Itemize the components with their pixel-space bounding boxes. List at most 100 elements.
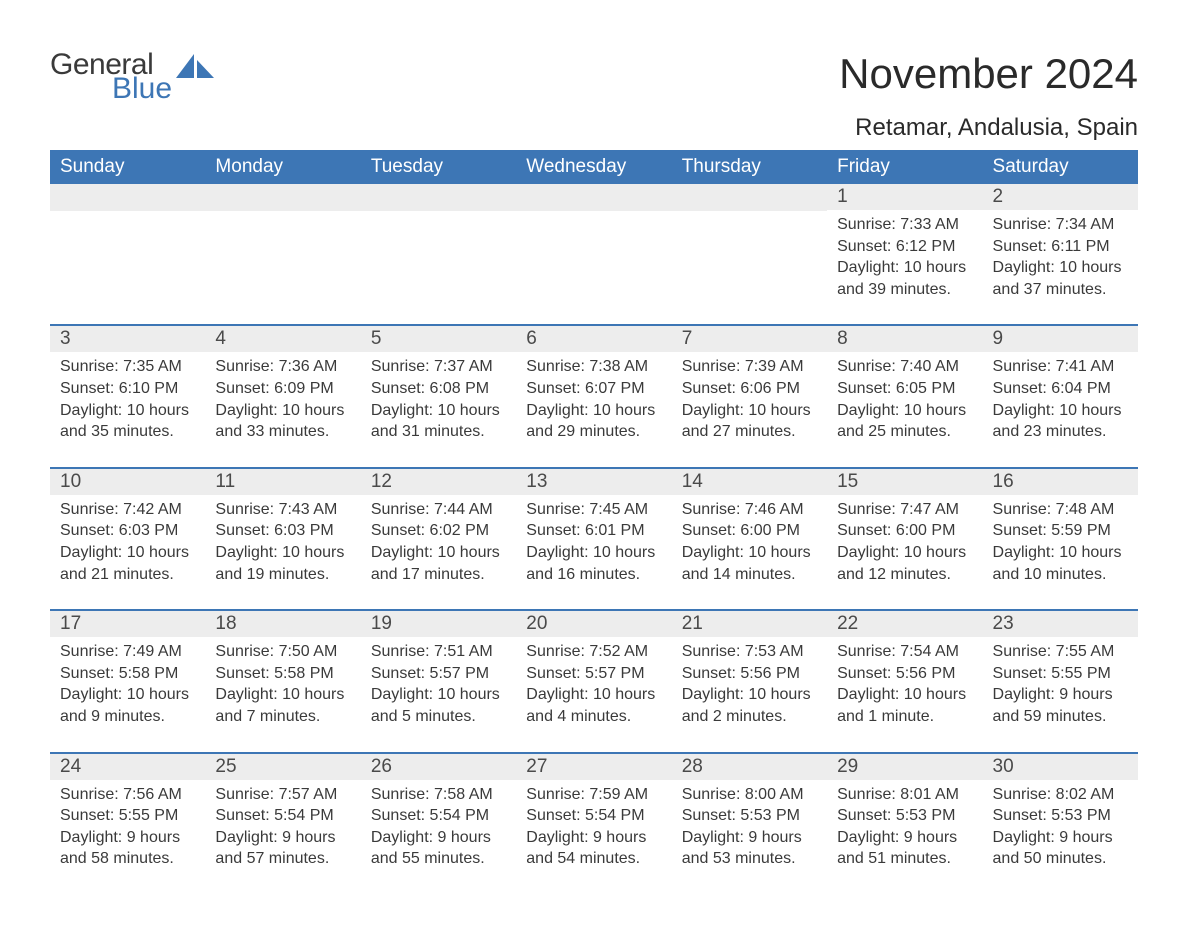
calendar: SundayMondayTuesdayWednesdayThursdayFrid… xyxy=(50,150,1138,878)
week-row: 24Sunrise: 7:56 AMSunset: 5:55 PMDayligh… xyxy=(50,752,1138,878)
day-cell: 6 Sunrise: 7:38 AMSunset: 6:07 PMDaylight… xyxy=(516,326,671,450)
sunset-text: Sunset: 5:53 PM xyxy=(837,805,972,827)
day-cell: 10Sunrise: 7:42 AMSunset: 6:03 PMDayligh… xyxy=(50,469,205,593)
day-number: 27 xyxy=(516,754,671,780)
day-number xyxy=(361,184,516,211)
day-body: Sunrise: 7:35 AMSunset: 6:10 PMDaylight:… xyxy=(50,356,205,442)
day-number: 10 xyxy=(50,469,205,495)
day-cell: 9Sunrise: 7:41 AMSunset: 6:04 PMDaylight… xyxy=(983,326,1138,450)
day-number xyxy=(205,184,360,211)
day-number: 20 xyxy=(516,611,671,637)
sunrise-text: Sunrise: 7:47 AM xyxy=(837,499,972,521)
sunrise-text: Sunrise: 7:58 AM xyxy=(371,784,506,806)
day-body: Sunrise: 8:01 AMSunset: 5:53 PMDaylight:… xyxy=(827,784,982,870)
sunrise-text: Sunrise: 7:52 AM xyxy=(526,641,661,663)
day-body: Sunrise: 7:47 AMSunset: 6:00 PMDaylight:… xyxy=(827,499,982,585)
sunset-text: Sunset: 6:08 PM xyxy=(371,378,506,400)
day-number: 5 xyxy=(361,326,516,352)
daylight-text: Daylight: 10 hours and 4 minutes. xyxy=(526,684,661,727)
day-number: 13 xyxy=(516,469,671,495)
daylight-text: Daylight: 10 hours and 37 minutes. xyxy=(993,257,1128,300)
daylight-text: Daylight: 9 hours and 55 minutes. xyxy=(371,827,506,870)
day-number xyxy=(50,184,205,211)
day-number xyxy=(672,184,827,211)
daylight-text: Daylight: 10 hours and 10 minutes. xyxy=(993,542,1128,585)
sunset-text: Sunset: 6:09 PM xyxy=(215,378,350,400)
day-cell: 25Sunrise: 7:57 AMSunset: 5:54 PMDayligh… xyxy=(205,754,360,878)
sunset-text: Sunset: 5:53 PM xyxy=(682,805,817,827)
day-body: Sunrise: 7:41 AMSunset: 6:04 PMDaylight:… xyxy=(983,356,1138,442)
week-row: 10Sunrise: 7:42 AMSunset: 6:03 PMDayligh… xyxy=(50,467,1138,593)
day-cell: 27 Sunrise: 7:59 AMSunset: 5:54 PMDayligh… xyxy=(516,754,671,878)
day-body: Sunrise: 7:40 AMSunset: 6:05 PMDaylight:… xyxy=(827,356,982,442)
sunrise-text: Sunrise: 7:53 AM xyxy=(682,641,817,663)
day-cell xyxy=(516,184,671,308)
day-cell: 19Sunrise: 7:51 AMSunset: 5:57 PMDayligh… xyxy=(361,611,516,735)
daylight-text: Daylight: 10 hours and 12 minutes. xyxy=(837,542,972,585)
day-header: Monday xyxy=(205,150,360,184)
day-cell: 1Sunrise: 7:33 AMSunset: 6:12 PMDaylight… xyxy=(827,184,982,308)
day-number: 29 xyxy=(827,754,982,780)
sunset-text: Sunset: 5:56 PM xyxy=(837,663,972,685)
day-body: Sunrise: 7:43 AMSunset: 6:03 PMDaylight:… xyxy=(205,499,360,585)
day-cell xyxy=(672,184,827,308)
day-number: 7 xyxy=(672,326,827,352)
day-header: Saturday xyxy=(983,150,1138,184)
day-number xyxy=(516,184,671,211)
sunrise-text: Sunrise: 7:39 AM xyxy=(682,356,817,378)
day-cell: 22Sunrise: 7:54 AMSunset: 5:56 PMDayligh… xyxy=(827,611,982,735)
day-cell: 24Sunrise: 7:56 AMSunset: 5:55 PMDayligh… xyxy=(50,754,205,878)
sunset-text: Sunset: 6:10 PM xyxy=(60,378,195,400)
day-cell: 29 Sunrise: 8:01 AMSunset: 5:53 PMDayligh… xyxy=(827,754,982,878)
day-number: 1 xyxy=(827,184,982,210)
sunrise-text: Sunrise: 7:33 AM xyxy=(837,214,972,236)
day-number: 28 xyxy=(672,754,827,780)
sunset-text: Sunset: 6:05 PM xyxy=(837,378,972,400)
sunset-text: Sunset: 6:00 PM xyxy=(837,520,972,542)
sunrise-text: Sunrise: 7:44 AM xyxy=(371,499,506,521)
day-cell: 3Sunrise: 7:35 AMSunset: 6:10 PMDaylight… xyxy=(50,326,205,450)
daylight-text: Daylight: 10 hours and 29 minutes. xyxy=(526,400,661,443)
sunrise-text: Sunrise: 7:48 AM xyxy=(993,499,1128,521)
day-body: Sunrise: 7:49 AMSunset: 5:58 PMDaylight:… xyxy=(50,641,205,727)
week-row: 17Sunrise: 7:49 AMSunset: 5:58 PMDayligh… xyxy=(50,609,1138,735)
sunrise-text: Sunrise: 7:59 AM xyxy=(526,784,661,806)
day-number: 25 xyxy=(205,754,360,780)
day-body: Sunrise: 7:55 AMSunset: 5:55 PMDaylight:… xyxy=(983,641,1138,727)
day-header: Thursday xyxy=(672,150,827,184)
day-number: 11 xyxy=(205,469,360,495)
sunrise-text: Sunrise: 7:35 AM xyxy=(60,356,195,378)
day-number: 16 xyxy=(983,469,1138,495)
sunset-text: Sunset: 6:03 PM xyxy=(215,520,350,542)
day-number: 6 xyxy=(516,326,671,352)
day-body: Sunrise: 7:37 AMSunset: 6:08 PMDaylight:… xyxy=(361,356,516,442)
daylight-text: Daylight: 10 hours and 5 minutes. xyxy=(371,684,506,727)
day-cell: 14 Sunrise: 7:46 AMSunset: 6:00 PMDayligh… xyxy=(672,469,827,593)
day-body: Sunrise: 7:59 AMSunset: 5:54 PMDaylight:… xyxy=(516,784,671,870)
sunrise-text: Sunrise: 8:01 AM xyxy=(837,784,972,806)
day-body: Sunrise: 7:45 AMSunset: 6:01 PMDaylight:… xyxy=(516,499,671,585)
sunrise-text: Sunrise: 7:41 AM xyxy=(993,356,1128,378)
day-cell: 11 Sunrise: 7:43 AMSunset: 6:03 PMDayligh… xyxy=(205,469,360,593)
day-number: 14 xyxy=(672,469,827,495)
daylight-text: Daylight: 10 hours and 33 minutes. xyxy=(215,400,350,443)
daylight-text: Daylight: 9 hours and 54 minutes. xyxy=(526,827,661,870)
sunset-text: Sunset: 5:58 PM xyxy=(215,663,350,685)
daylight-text: Daylight: 10 hours and 16 minutes. xyxy=(526,542,661,585)
day-number: 4 xyxy=(205,326,360,352)
daylight-text: Daylight: 10 hours and 39 minutes. xyxy=(837,257,972,300)
week-row: 3Sunrise: 7:35 AMSunset: 6:10 PMDaylight… xyxy=(50,324,1138,450)
day-cell: 8Sunrise: 7:40 AMSunset: 6:05 PMDaylight… xyxy=(827,326,982,450)
day-number: 2 xyxy=(983,184,1138,210)
sunset-text: Sunset: 6:07 PM xyxy=(526,378,661,400)
day-body: Sunrise: 7:46 AMSunset: 6:00 PMDaylight:… xyxy=(672,499,827,585)
day-body: Sunrise: 7:38 AMSunset: 6:07 PMDaylight:… xyxy=(516,356,671,442)
day-number: 26 xyxy=(361,754,516,780)
daylight-text: Daylight: 10 hours and 2 minutes. xyxy=(682,684,817,727)
daylight-text: Daylight: 10 hours and 19 minutes. xyxy=(215,542,350,585)
day-body: Sunrise: 7:44 AMSunset: 6:02 PMDaylight:… xyxy=(361,499,516,585)
daylight-text: Daylight: 9 hours and 59 minutes. xyxy=(993,684,1128,727)
day-cell: 21Sunrise: 7:53 AMSunset: 5:56 PMDayligh… xyxy=(672,611,827,735)
day-cell: 4Sunrise: 7:36 AMSunset: 6:09 PMDaylight… xyxy=(205,326,360,450)
day-cell: 2Sunrise: 7:34 AMSunset: 6:11 PMDaylight… xyxy=(983,184,1138,308)
